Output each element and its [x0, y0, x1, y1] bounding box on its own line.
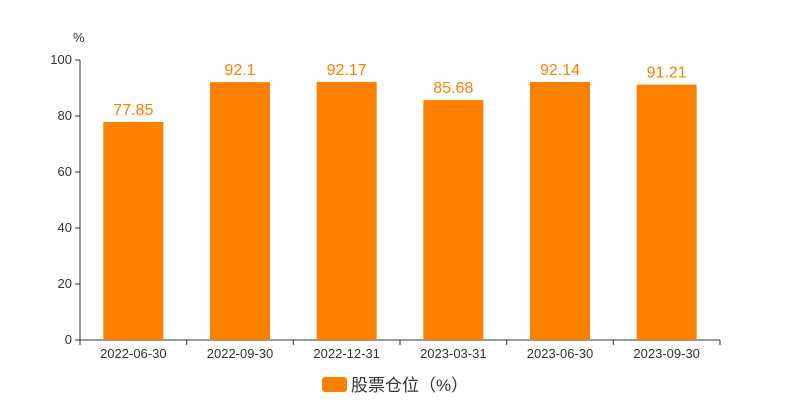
bar[interactable]: [103, 122, 164, 341]
bar-value-label: 77.85: [113, 102, 153, 119]
y-tick-label: 20: [58, 276, 72, 291]
bar-value-label: 92.14: [540, 62, 580, 79]
bar-value-label: 92.1: [224, 62, 255, 79]
bar[interactable]: [423, 100, 484, 340]
y-axis: 0 20 40 60 80 100: [50, 52, 81, 347]
x-tick-label: 2023-09-30: [633, 346, 700, 361]
y-tick-label: 40: [58, 220, 72, 235]
y-tick-label: 80: [58, 108, 72, 123]
bar-series: [103, 81, 697, 341]
y-tick-label: 0: [65, 332, 72, 347]
x-tick-label: 2022-09-30: [207, 346, 274, 361]
bar[interactable]: [316, 81, 377, 340]
bar[interactable]: [530, 82, 590, 341]
x-tick-label: 2023-03-31: [420, 346, 487, 361]
data-labels: 77.85 92.1 92.17 85.68 92.14 91.21: [113, 62, 686, 119]
bar-value-label: 85.68: [433, 80, 473, 97]
x-axis: 2022-06-30 2022-09-30 2022-12-31 2023-03-31…: [79, 339, 721, 361]
bar-value-label: 92.17: [327, 62, 367, 79]
legend-swatch[interactable]: [322, 377, 347, 392]
y-axis-unit-label: %: [73, 30, 85, 45]
x-tick-label: 2023-06-30: [527, 346, 594, 361]
x-tick-label: 2022-12-31: [313, 346, 380, 361]
y-tick-label: 100: [50, 52, 72, 67]
y-tick-label: 60: [58, 164, 72, 179]
bar-value-label: 91.21: [647, 65, 687, 82]
bar[interactable]: [636, 84, 697, 340]
legend-label[interactable]: 股票仓位（%）: [351, 376, 468, 395]
x-tick-label: 2022-06-30: [100, 346, 167, 361]
bar[interactable]: [210, 82, 270, 341]
legend[interactable]: 股票仓位（%）: [322, 376, 468, 395]
